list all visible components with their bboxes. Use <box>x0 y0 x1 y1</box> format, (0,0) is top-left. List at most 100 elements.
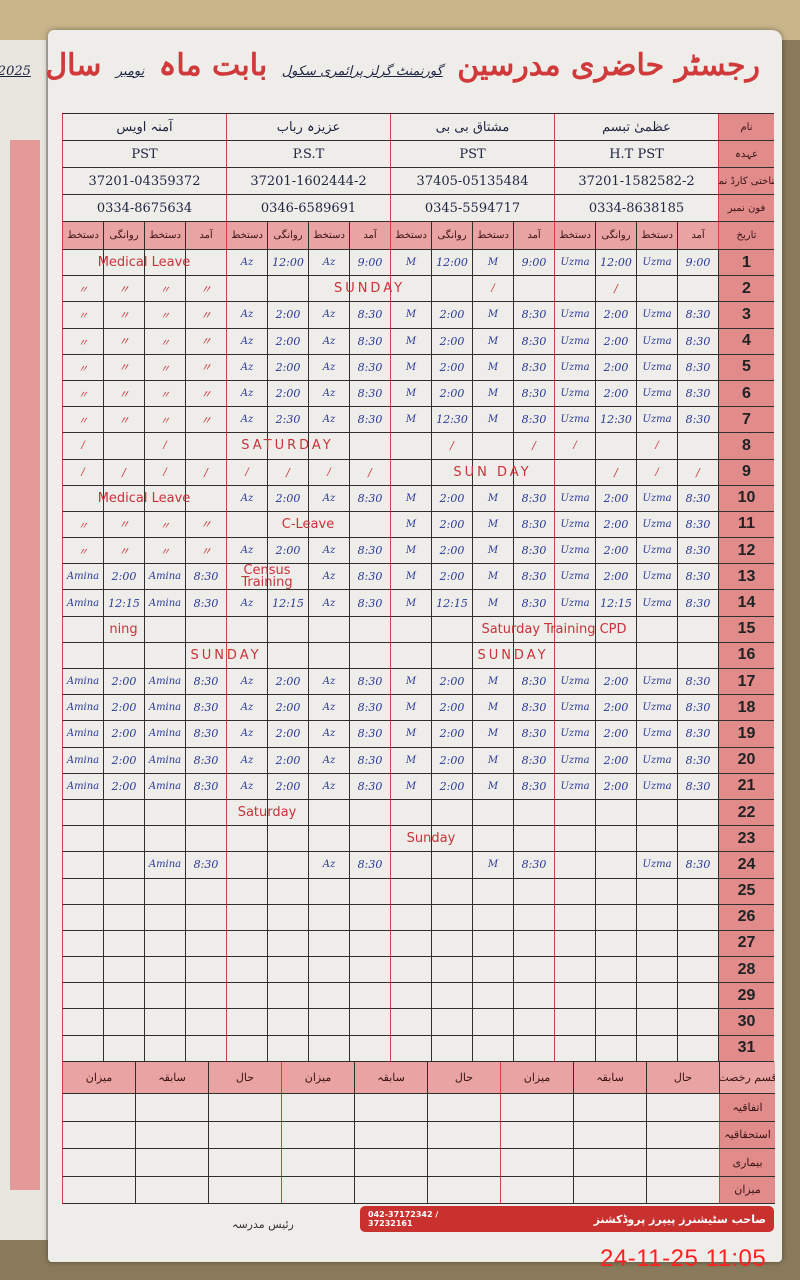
time-cell <box>595 433 636 460</box>
time-cell: 8:30 <box>513 773 554 800</box>
time-cell <box>103 878 144 905</box>
signature-cell <box>226 276 267 303</box>
signature-cell <box>226 904 267 931</box>
signature-cell <box>390 642 431 669</box>
time-cell: 〃 <box>185 354 226 381</box>
signature-cell: 〃 <box>62 328 103 355</box>
signature-cell <box>390 878 431 905</box>
date-number: 21 <box>718 773 774 800</box>
signature-cell <box>226 852 267 879</box>
signature-cell: Uzma <box>554 773 595 800</box>
signature-cell: M <box>390 773 431 800</box>
signature-cell: Uzma <box>636 538 677 565</box>
signature-cell: Amina <box>144 747 185 774</box>
time-cell <box>595 616 636 643</box>
signature-cell <box>144 878 185 905</box>
column-header: آمد <box>185 222 226 250</box>
time-cell <box>431 459 472 486</box>
time-cell: 2:00 <box>267 485 308 512</box>
signature-cell: M <box>472 564 513 591</box>
signature-cell: 〃 <box>62 302 103 329</box>
time-cell <box>677 1035 718 1062</box>
teacher-cnic: 37201-1582582-2 <box>554 168 718 195</box>
date-number: 9 <box>718 459 774 486</box>
leave-cell <box>354 1149 427 1177</box>
leave-cell <box>354 1176 427 1204</box>
register-title: رجسٹر حاضری مدرسین گورنمنٹ گرلز پرائمری … <box>0 48 760 83</box>
signature-cell <box>308 957 349 984</box>
time-cell: 2:00 <box>595 669 636 696</box>
time-cell <box>267 826 308 853</box>
date-number: 23 <box>718 826 774 853</box>
time-cell: 〃 <box>103 407 144 434</box>
signature-cell <box>144 485 185 512</box>
row-label-name: نام <box>718 114 774 141</box>
leave-cell <box>62 1094 135 1122</box>
leave-column-header: سابقہ <box>354 1062 427 1094</box>
column-header: آمد <box>677 222 718 250</box>
time-cell <box>431 826 472 853</box>
signature-cell: M <box>472 695 513 722</box>
signature-cell: Az <box>308 485 349 512</box>
signature-cell <box>62 957 103 984</box>
signature-cell <box>308 904 349 931</box>
signature-cell: Amina <box>62 747 103 774</box>
time-cell: 8:30 <box>349 538 390 565</box>
time-cell: 8:30 <box>513 302 554 329</box>
signature-cell <box>554 983 595 1010</box>
signature-cell <box>144 250 185 277</box>
time-cell: 8:30 <box>677 773 718 800</box>
signature-cell <box>472 616 513 643</box>
date-number: 31 <box>718 1035 774 1062</box>
signature-cell: Amina <box>62 721 103 748</box>
time-cell <box>513 799 554 827</box>
signature-cell <box>226 878 267 905</box>
time-cell: 8:30 <box>513 564 554 591</box>
time-cell <box>267 930 308 958</box>
previous-page-date-column <box>10 140 40 1190</box>
leave-cell <box>135 1176 208 1204</box>
signature-cell: Amina <box>144 695 185 722</box>
signature-cell: M <box>472 590 513 617</box>
signature-cell <box>226 826 267 853</box>
signature-cell: Az <box>308 564 349 591</box>
time-cell <box>349 1035 390 1062</box>
time-cell <box>103 799 144 827</box>
time-cell <box>267 616 308 643</box>
time-cell: 〃 <box>185 407 226 434</box>
signature-cell <box>144 1035 185 1062</box>
signature-cell <box>472 433 513 460</box>
signature-cell <box>554 642 595 669</box>
date-number: 7 <box>718 407 774 434</box>
signature-cell <box>308 616 349 643</box>
signature-cell <box>636 930 677 958</box>
row-label-phone: فون نمبر <box>718 195 774 222</box>
signature-cell <box>62 616 103 643</box>
signature-cell: 〃 <box>144 380 185 408</box>
time-cell: 8:30 <box>349 773 390 800</box>
column-header: دستخط <box>226 222 267 250</box>
leave-cell <box>500 1176 573 1204</box>
time-cell <box>103 930 144 958</box>
teacher-name: آمنہ اویس <box>62 114 226 141</box>
time-cell <box>677 433 718 460</box>
signature-cell: Az <box>308 250 349 277</box>
time-cell <box>103 250 144 277</box>
time-cell: 8:30 <box>677 695 718 722</box>
signature-cell: Uzma <box>636 590 677 617</box>
time-cell: / <box>677 459 718 486</box>
time-cell: 8:30 <box>185 773 226 800</box>
signature-cell: Az <box>226 485 267 512</box>
time-cell <box>349 1009 390 1036</box>
leave-cell <box>62 1176 135 1204</box>
signature-cell: Uzma <box>636 380 677 408</box>
signature-cell: Az <box>308 354 349 381</box>
time-cell <box>267 878 308 905</box>
leave-summary-table: قسم رخصت حال سابقہ میزان حال سابقہ میزان حال ساب… <box>62 1062 775 1204</box>
signature-cell <box>472 1035 513 1062</box>
time-cell <box>431 799 472 827</box>
time-cell <box>185 983 226 1010</box>
time-cell <box>185 1009 226 1036</box>
signature-cell: 〃 <box>144 276 185 303</box>
date-number: 22 <box>718 799 774 827</box>
